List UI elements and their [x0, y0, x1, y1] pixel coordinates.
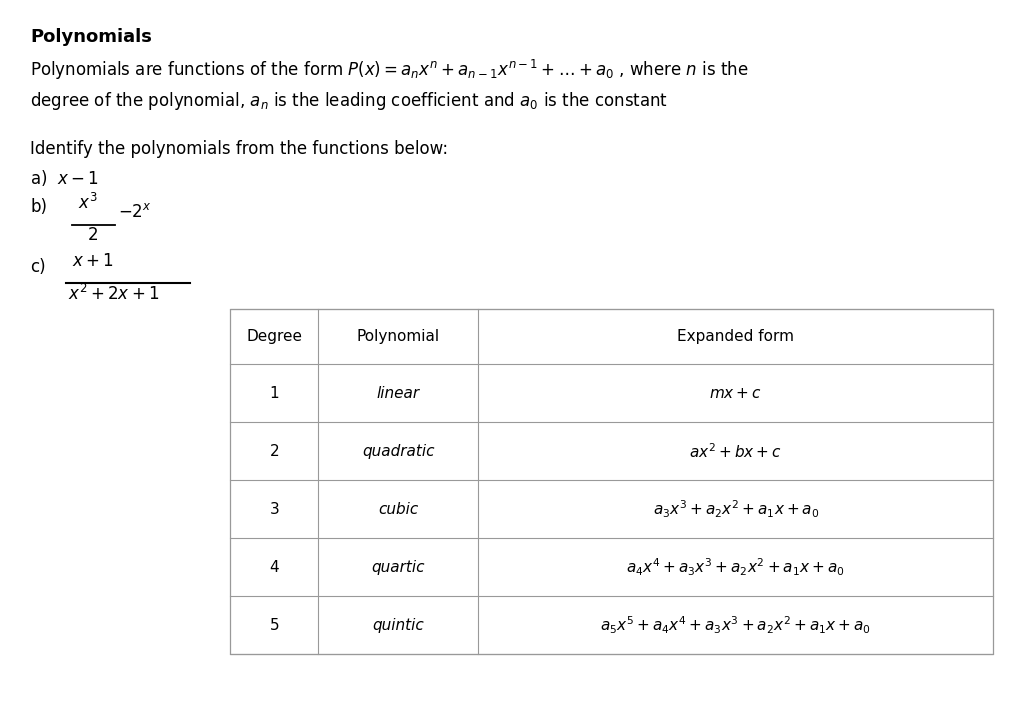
- Text: $ax^2+bx+c$: $ax^2+bx+c$: [689, 442, 782, 461]
- Text: b): b): [30, 198, 47, 216]
- Text: Identify the polynomials from the functions below:: Identify the polynomials from the functi…: [30, 140, 449, 158]
- Text: quadratic: quadratic: [361, 443, 434, 459]
- Text: degree of the polynomial, $a_n$ is the leading coefficient and $a_0$ is the cons: degree of the polynomial, $a_n$ is the l…: [30, 90, 668, 112]
- Text: 2: 2: [269, 443, 280, 459]
- Text: 4: 4: [269, 560, 280, 575]
- Text: c): c): [30, 258, 46, 276]
- Text: $- 2^x$: $- 2^x$: [118, 203, 152, 221]
- Text: 2: 2: [88, 226, 98, 244]
- Text: $mx+c$: $mx+c$: [710, 386, 762, 401]
- Bar: [230, 309, 993, 654]
- Text: 1: 1: [269, 386, 280, 401]
- Text: quintic: quintic: [373, 618, 424, 632]
- Text: Polynomials are functions of the form $\mathit{P}(x) = a_n x^n + a_{n-1}x^{n-1} : Polynomials are functions of the form $\…: [30, 58, 749, 82]
- Text: quartic: quartic: [372, 560, 425, 575]
- Text: Degree: Degree: [246, 329, 302, 344]
- Text: $a_4x^4+a_3x^3+a_2x^2+a_1x+a_0$: $a_4x^4+a_3x^3+a_2x^2+a_1x+a_0$: [627, 557, 845, 578]
- Text: Expanded form: Expanded form: [677, 329, 795, 344]
- Text: $a_3x^3+a_2x^2+a_1x+a_0$: $a_3x^3+a_2x^2+a_1x+a_0$: [652, 499, 819, 520]
- Text: cubic: cubic: [378, 502, 419, 517]
- Text: Polynomials: Polynomials: [30, 28, 152, 46]
- Text: 5: 5: [269, 618, 280, 632]
- Text: $x^3$: $x^3$: [78, 193, 97, 213]
- Text: $x^2 + 2x + 1$: $x^2 + 2x + 1$: [68, 284, 160, 304]
- Text: Polynomial: Polynomial: [356, 329, 439, 344]
- Text: $a_5x^5+a_4x^4+a_3x^3+a_2x^2+a_1x+a_0$: $a_5x^5+a_4x^4+a_3x^3+a_2x^2+a_1x+a_0$: [600, 614, 871, 636]
- Text: 3: 3: [269, 502, 280, 517]
- Text: a)  $x - 1$: a) $x - 1$: [30, 168, 98, 188]
- Text: $x + 1$: $x + 1$: [72, 252, 114, 270]
- Text: linear: linear: [377, 386, 420, 401]
